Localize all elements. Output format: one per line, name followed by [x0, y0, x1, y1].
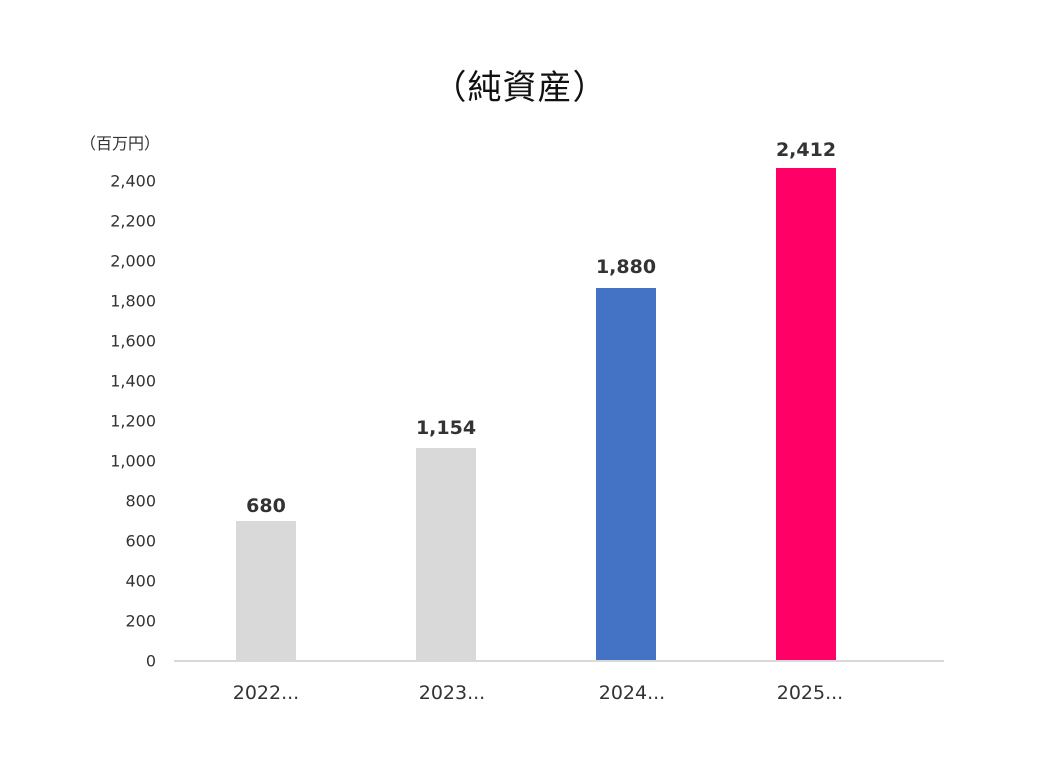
bar-2022 — [236, 521, 296, 661]
y-axis-unit-label: （百万円） — [80, 134, 161, 153]
y-tick: 1,000 — [110, 451, 156, 471]
bar-2023 — [416, 448, 476, 661]
chart-title: （純資産） — [432, 68, 608, 108]
y-tick: 800 — [125, 491, 156, 511]
bar-value-label: 1,154 — [415, 417, 477, 439]
y-tick: 1,800 — [110, 291, 156, 311]
x-tick-label: 2024... — [598, 682, 666, 704]
y-tick: 2,200 — [110, 211, 156, 231]
y-tick: 2,000 — [110, 251, 156, 271]
y-tick: 2,400 — [110, 171, 156, 191]
y-tick: 0 — [145, 651, 156, 671]
y-tick: 1,200 — [110, 411, 156, 431]
y-tick: 200 — [125, 611, 156, 631]
y-tick: 600 — [125, 531, 156, 551]
x-tick-label: 2023... — [418, 682, 486, 704]
x-tick-label: 2025... — [776, 682, 844, 704]
y-tick: 1,600 — [110, 331, 156, 351]
y-tick: 400 — [125, 571, 156, 591]
x-tick-label: 2022... — [232, 682, 300, 704]
bar-value-label: 1,880 — [595, 256, 657, 278]
bar-2024 — [596, 288, 656, 661]
bar-2025 — [776, 168, 836, 661]
y-tick: 1,400 — [110, 371, 156, 391]
bar-value-label: 2,412 — [775, 139, 837, 161]
x-axis-line — [174, 660, 944, 662]
bar-value-label: 680 — [246, 495, 286, 517]
